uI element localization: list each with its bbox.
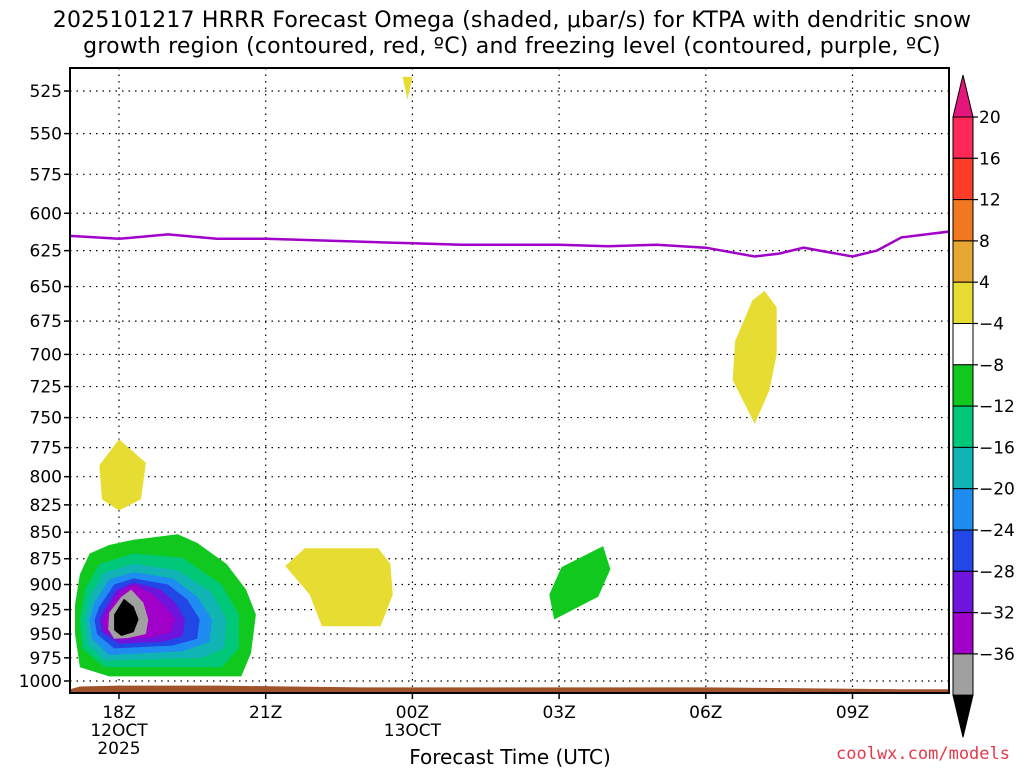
x-tick-label: 21Z	[249, 703, 282, 723]
colorbar-label: 20	[979, 108, 1001, 128]
y-tick-label: 625	[30, 242, 62, 262]
omega-region	[402, 76, 413, 100]
x-axis-label: Forecast Time (UTC)	[409, 745, 611, 768]
colorbar-label: −16	[979, 438, 1015, 458]
y-tick-label: 775	[30, 439, 62, 459]
colorbar-label: 16	[979, 149, 1001, 169]
colorbar-bin	[952, 281, 974, 325]
colorbar-bin	[952, 364, 974, 407]
colorbar-bin	[952, 446, 974, 490]
y-tick-label: 925	[30, 601, 62, 621]
x-tick-label: 2025	[97, 739, 140, 759]
colorbar-label: 12	[979, 191, 1001, 211]
y-tick-label: 825	[30, 496, 62, 516]
y-tick-label: 750	[30, 409, 62, 429]
colorbar-bin	[952, 323, 974, 366]
colorbar-label: 4	[979, 273, 990, 293]
colorbar-bin	[952, 570, 974, 614]
colorbar-label: −36	[979, 645, 1015, 665]
watermark: coolwx.com/models	[836, 744, 1010, 764]
terrain-layer	[70, 685, 949, 693]
y-tick-label: 975	[30, 649, 62, 669]
omega-region	[732, 290, 777, 424]
colorbar-bin	[952, 199, 974, 242]
y-tick-label: 1000	[19, 672, 62, 692]
colorbar-bin	[952, 529, 974, 572]
colorbar-bin	[952, 488, 974, 531]
colorbar-top-arrow	[952, 74, 974, 118]
x-tick-label: 13OCT	[384, 721, 442, 741]
y-tick-label: 700	[30, 345, 62, 365]
y-tick-label: 550	[30, 125, 62, 145]
colorbar-bin	[952, 157, 974, 201]
colorbar-bin	[952, 612, 974, 655]
y-tick-label: 850	[30, 523, 62, 543]
colorbar-label: −8	[979, 356, 1004, 376]
colorbar-bin	[952, 405, 974, 448]
y-axis: 525 550 575 600 625 650 675 700 725 750 775 800 825 8…	[19, 82, 70, 692]
colorbar-bin	[952, 653, 974, 696]
y-tick-label: 525	[30, 82, 62, 102]
omega-region	[114, 598, 139, 636]
x-tick-label: 03Z	[542, 703, 575, 723]
freezing-level-layer	[70, 230, 949, 258]
colorbar-label: −4	[979, 315, 1004, 335]
colorbar-label: −28	[979, 562, 1015, 582]
y-tick-label: 575	[30, 165, 62, 185]
chart-title-line-2: growth region (contoured, red, ºC) and f…	[83, 34, 941, 59]
omega-shaded-regions	[75, 76, 777, 677]
x-tick-label: 06Z	[689, 703, 722, 723]
colorbar-label: −24	[979, 521, 1015, 541]
chart-title-line-1: 2025101217 HRRR Forecast Omega (shaded, …	[52, 8, 972, 33]
x-tick-label: 18Z	[102, 703, 135, 723]
omega-region	[285, 548, 393, 627]
colorbar-label: −12	[979, 397, 1015, 417]
y-tick-label: 600	[30, 204, 62, 224]
x-tick-label: 12OCT	[90, 721, 148, 741]
colorbar-bottom-arrow	[952, 694, 974, 738]
colorbar: 20 16 12 8 4 −4 −8 −12 −16 −20 −24 −28 −32 −36	[952, 74, 1015, 738]
colorbar-label: −20	[979, 480, 1015, 500]
plot-frame	[69, 67, 950, 694]
y-tick-label: 675	[30, 312, 62, 332]
x-tick-label: 00Z	[396, 703, 429, 723]
omega-region	[549, 546, 611, 620]
freezing-level-line	[70, 230, 949, 258]
y-tick-label: 650	[30, 278, 62, 298]
y-tick-label: 875	[30, 550, 62, 570]
y-tick-label: 950	[30, 625, 62, 645]
chart-title: 2025101217 HRRR Forecast Omega (shaded, …	[0, 8, 1024, 60]
colorbar-label: −32	[979, 604, 1015, 624]
colorbar-label: 8	[979, 232, 990, 252]
y-tick-label: 725	[30, 378, 62, 398]
x-tick-label: 09Z	[836, 703, 869, 723]
omega-region	[99, 439, 146, 511]
colorbar-bin	[952, 116, 974, 159]
colorbar-bin	[952, 240, 974, 283]
y-tick-label: 800	[30, 468, 62, 488]
terrain-surface	[70, 685, 949, 693]
y-tick-label: 900	[30, 576, 62, 596]
